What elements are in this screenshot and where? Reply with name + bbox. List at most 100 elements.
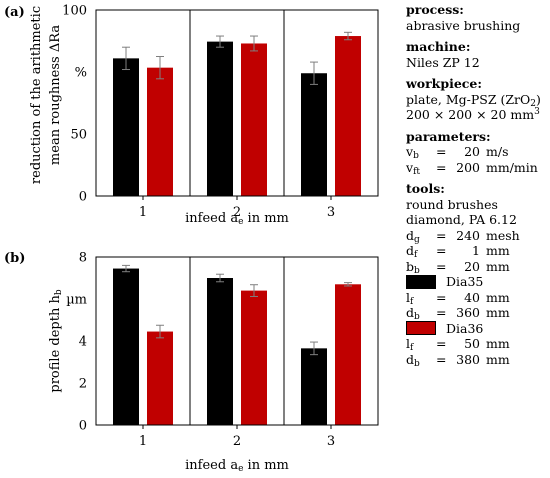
tool-parameter-symbol: dg [406, 227, 420, 245]
panel-a-chart: (a) reduction of the arithmetic mean rou… [4, 4, 379, 227]
tool-parameter-value: 240 [456, 227, 480, 243]
tool-parameter-equals: = [436, 227, 447, 243]
dia36-parameter-symbol: lf [406, 336, 414, 353]
parameters-list: vb = 20 m/s vft = 200 mm/min [406, 144, 550, 177]
tool-parameter-unit: mesh [486, 227, 520, 243]
panel-a-bar-dia36 [335, 36, 361, 196]
dia36-parameter-unit: mm [486, 351, 510, 367]
dia36-parameter-row: lf = 50 mm [406, 336, 550, 353]
parameter-equals: = [436, 144, 447, 159]
tool-parameter-symbol: bb [406, 258, 420, 276]
parameter-row: vft = 200 mm/min [406, 159, 550, 177]
parameter-value: 200 [456, 159, 480, 175]
panel-b-xlabel: infeed ae in mm [185, 458, 289, 474]
dia36-parameters-list: lf = 50 mm db = 380 mm [406, 336, 550, 369]
process-value: abrasive brushing [406, 17, 521, 33]
dia35-parameter-value: 360 [456, 305, 480, 320]
tool-parameter-unit: mm [486, 243, 510, 258]
dia36-parameter-unit: mm [486, 336, 510, 351]
tool-parameter-symbol: df [406, 243, 418, 260]
dia35-parameter-symbol: db [406, 305, 420, 322]
dia35-parameter-symbol: lf [406, 289, 414, 307]
panel-a-xtick-label: 2 [233, 205, 241, 220]
panel-a-xlabel: infeed ae in mm [185, 211, 289, 227]
tool-parameters-list: dg = 240 mesh df = 1 mm bb = 20 mm [406, 227, 550, 276]
dia35-parameter-unit: mm [486, 289, 510, 305]
tool-parameter-row: bb = 20 mm [406, 258, 550, 276]
dia36-parameter-value: 50 [464, 336, 480, 351]
tools-line2: diamond, PA 6.12 [406, 212, 517, 227]
parameter-unit: m/s [486, 144, 509, 159]
panel-b-ytick-label: µm [66, 293, 87, 308]
panel-a-xtick-label: 3 [327, 205, 335, 220]
dia35-parameter-row: db = 360 mm [406, 305, 550, 322]
panel-a-ytick-label: 0 [79, 190, 87, 205]
machine-value: Niles ZP 12 [406, 54, 480, 70]
dia35-parameter-row: lf = 40 mm [406, 289, 550, 307]
panel-a-bar-dia35 [301, 73, 327, 196]
legend-label-dia35: Dia35 [446, 274, 484, 289]
panel-a-ytick-label: 50 [70, 128, 87, 143]
dia36-parameter-value: 380 [456, 351, 480, 367]
legend-item-dia35: Dia35 [406, 274, 550, 290]
panel-a-xtick-label: 1 [139, 205, 147, 220]
panel-a-bar-dia36 [241, 43, 267, 197]
panel-a-bar-dia35 [207, 41, 233, 197]
machine-heading: machine: [406, 39, 471, 54]
tools-heading: tools: [406, 181, 445, 196]
process-info-panel: process: abrasive brushing machine: Nile… [406, 2, 550, 369]
dia35-parameter-equals: = [436, 305, 447, 320]
panel-b-ylabel: profile depth hb [48, 289, 64, 392]
dia35-parameter-equals: = [436, 289, 447, 305]
panel-a-ytick-label: % [75, 66, 87, 81]
panel-b-bar-dia36 [147, 331, 173, 425]
parameter-symbol: vft [406, 159, 421, 177]
workpiece-line2: 200 × 200 × 20 mm3 [406, 107, 540, 122]
tool-parameter-equals: = [436, 258, 447, 274]
panel-b-xtick-label: 2 [233, 434, 241, 449]
panel-a-bar-dia35 [113, 58, 139, 196]
panel-a-ylabel-line2: mean roughness ΔRa [48, 25, 63, 165]
parameters-heading: parameters: [406, 128, 491, 144]
dia36-parameter-equals: = [436, 351, 447, 367]
tool-parameter-value: 1 [472, 243, 480, 258]
dia36-parameter-row: db = 380 mm [406, 351, 550, 369]
workpiece-line1: plate, Mg-PSZ (ZrO2) [406, 91, 541, 109]
process-heading: process: [406, 2, 464, 17]
legend-swatch-dia36 [406, 321, 436, 336]
panel-b-bar-dia36 [241, 290, 267, 425]
parameter-value: 20 [464, 144, 480, 159]
panel-b-ytick-label: 4 [79, 335, 87, 350]
legend-label-dia36: Dia36 [446, 320, 484, 336]
dia36-parameter-equals: = [436, 336, 447, 351]
panel-b-xtick-label: 1 [139, 434, 147, 449]
panel-b-bar-dia35 [113, 268, 139, 425]
tool-parameter-equals: = [436, 243, 447, 258]
panel-b-ytick-label: 8 [79, 251, 87, 266]
panel-b-ytick-label: 0 [79, 419, 87, 434]
dia35-parameters-list: lf = 40 mm db = 360 mm [406, 289, 550, 322]
panel-b-bar-dia35 [301, 348, 327, 425]
panel-a-label: (a) [4, 5, 25, 20]
legend-swatch-dia35 [406, 274, 436, 289]
parameter-symbol: vb [406, 144, 419, 161]
panel-b-bar-dia35 [207, 278, 233, 425]
panel-b-ytick-label: 2 [79, 377, 87, 392]
dia35-parameter-value: 40 [464, 289, 480, 305]
tool-parameter-unit: mm [486, 258, 510, 274]
legend-item-dia36: Dia36 [406, 321, 550, 337]
panel-b-chart: (b) profile depth hb 0 2 4 µm 8 1 2 3 infeed a… [4, 251, 379, 474]
panel-a-ylabel-line1: reduction of the arithmetic [29, 6, 44, 184]
panel-b-label: (b) [4, 251, 25, 266]
parameter-equals: = [436, 159, 447, 175]
tools-line1: round brushes [406, 196, 498, 212]
tool-parameter-row: df = 1 mm [406, 243, 550, 260]
workpiece-heading: workpiece: [406, 76, 482, 91]
panel-b-bar-dia36 [335, 284, 361, 425]
panel-a-bar-dia36 [147, 67, 173, 196]
dia36-parameter-symbol: db [406, 351, 420, 369]
panel-a-ytick-label: 100 [62, 4, 87, 19]
tool-parameter-row: dg = 240 mesh [406, 227, 550, 245]
parameter-unit: mm/min [486, 159, 538, 175]
